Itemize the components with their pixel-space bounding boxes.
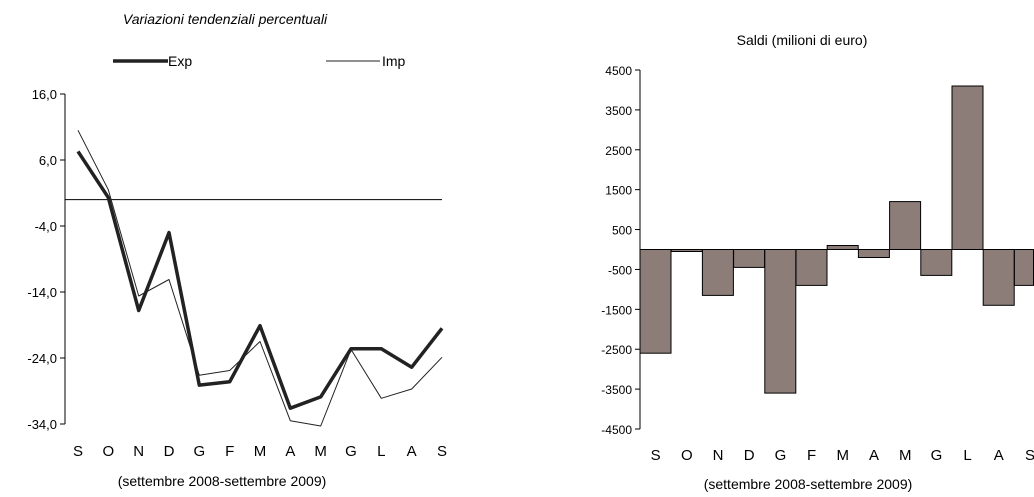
bar-a-7 [857, 249, 890, 258]
left-x-tick-label: A [407, 443, 417, 460]
right-y-tick-label: 2500 [605, 144, 632, 158]
legend-imp-label: Imp [382, 53, 406, 69]
bar-s-0 [639, 249, 672, 354]
left-chart: 16,0 6,0 -4,0 -14,0 -24,0 -34,0 S O N D G F M A M G L A S E… [27, 53, 447, 460]
left-y-tick-label: 16,0 [32, 87, 57, 102]
right-chart: 4500 3500 2500 1500 500 -500 -1500 -2500 -3500 -4… [601, 64, 1034, 464]
right-x-tick-label: A [994, 447, 1004, 464]
left-series-exp-line [76, 150, 444, 410]
right-x-tick-label: S [651, 447, 661, 464]
right-y-tick-label: -500 [608, 263, 632, 277]
right-chart-x-caption: (settembre 2008-settembre 2009) [704, 476, 913, 492]
left-y-tick-label: 6,0 [39, 153, 57, 168]
left-x-tick-label: G [345, 443, 357, 460]
bar-s-12 [1013, 249, 1034, 286]
left-x-tick-label: A [285, 443, 295, 460]
left-x-tick-label: N [133, 443, 144, 460]
left-series-imp-line [77, 130, 443, 427]
right-chart-title: Saldi (milioni di euro) [737, 32, 868, 48]
left-x-tick-label: O [102, 443, 114, 460]
right-y-tick-label: 4500 [605, 64, 632, 78]
right-y-tick-label: -4500 [601, 423, 632, 437]
right-x-tick-label: A [869, 447, 879, 464]
left-x-tick-label: M [254, 443, 267, 460]
right-x-tick-label: M [837, 447, 850, 464]
right-x-tick-label: M [899, 447, 912, 464]
bar-f-5 [795, 249, 828, 286]
left-y-tick-label: -24,0 [27, 351, 57, 366]
bar-d-3 [733, 249, 766, 268]
left-x-tick-label: L [377, 443, 385, 460]
left-x-tick-label: G [193, 443, 205, 460]
right-x-tick-label: O [681, 447, 693, 464]
bar-l-10 [951, 85, 984, 250]
left-x-tick-label: F [225, 443, 234, 460]
right-y-tick-label: 1500 [605, 184, 632, 198]
left-y-tick-label: -4,0 [35, 219, 57, 234]
left-x-tick-label: S [73, 443, 83, 460]
bar-m-6 [826, 245, 859, 250]
right-x-tick-label: N [713, 447, 724, 464]
left-chart-x-caption: (settembre 2008-settembre 2009) [118, 473, 327, 489]
right-x-tick-label: G [775, 447, 787, 464]
bar-n-2 [701, 249, 734, 296]
bar-g-4 [764, 249, 797, 394]
right-x-tick-label: G [931, 447, 943, 464]
right-x-tick-label: S [1025, 447, 1034, 464]
left-x-tick-label: S [437, 443, 447, 460]
right-y-tick-label: -2500 [601, 343, 632, 357]
legend-exp-label: Exp [168, 53, 192, 69]
right-x-tick-label: L [963, 447, 971, 464]
right-y-tick-label: -1500 [601, 303, 632, 317]
left-y-tick-label: -14,0 [27, 285, 57, 300]
bar-m-8 [889, 201, 922, 251]
left-x-tick-label: D [164, 443, 175, 460]
left-y-tick-label: -34,0 [27, 417, 57, 432]
right-y-tick-label: 3500 [605, 104, 632, 118]
right-y-tick-label: -3500 [601, 383, 632, 397]
right-y-tick-label: 500 [612, 224, 632, 238]
bar-a-11 [982, 249, 1015, 306]
left-chart-title: Variazioni tendenziali percentuali [123, 11, 328, 27]
bar-g-9 [920, 249, 953, 276]
left-x-tick-label: M [314, 443, 327, 460]
right-x-tick-label: D [744, 447, 755, 464]
right-x-tick-label: F [807, 447, 816, 464]
